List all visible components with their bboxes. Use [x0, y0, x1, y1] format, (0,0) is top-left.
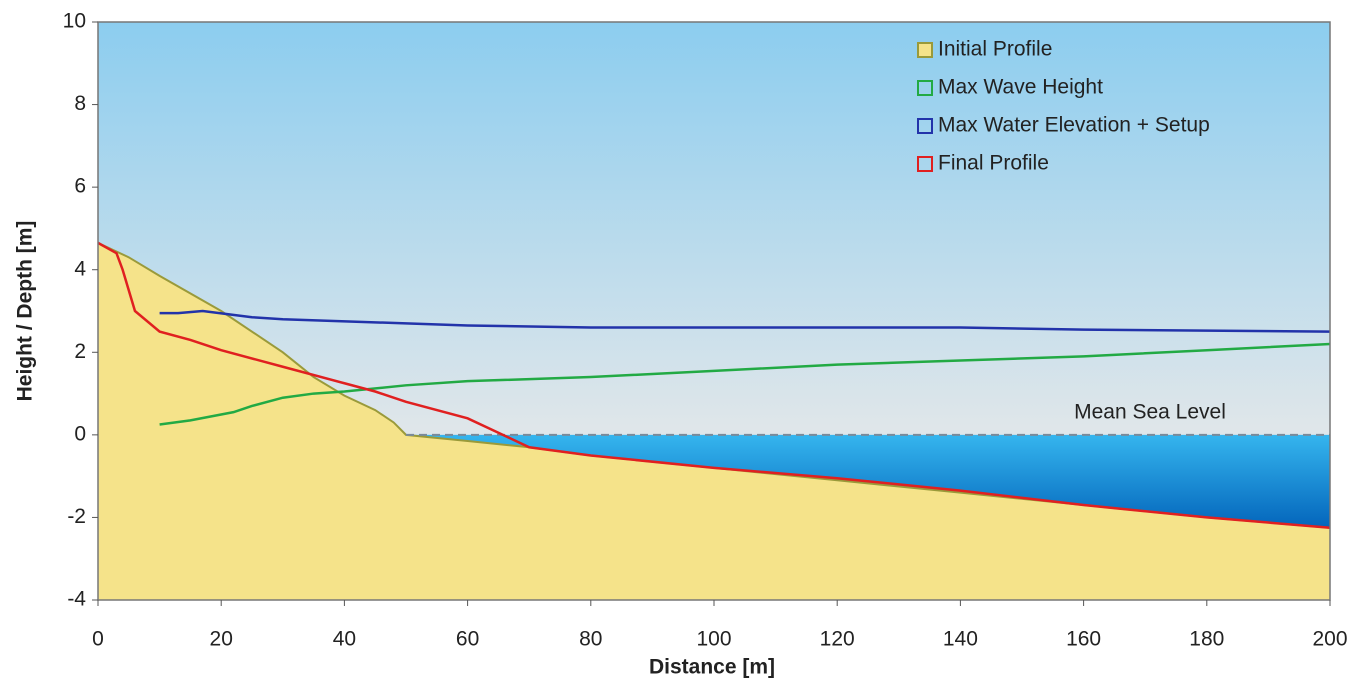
y-tick-label: -4: [67, 588, 86, 611]
legend-marker: [917, 118, 933, 134]
legend-label: Initial Profile: [938, 38, 1052, 61]
x-tick-label: 120: [820, 628, 855, 651]
legend-label: Final Profile: [938, 152, 1049, 175]
y-tick-label: 2: [74, 340, 86, 363]
legend-marker: [917, 156, 933, 172]
line: [159, 342, 1331, 426]
legend-marker: [917, 42, 933, 58]
y-tick-label: 6: [74, 175, 86, 198]
x-tick-label: 60: [456, 628, 479, 651]
y-tick-label: 4: [74, 257, 86, 280]
line: [97, 241, 1331, 529]
x-tick-label: 100: [696, 628, 731, 651]
x-tick-label: 160: [1066, 628, 1101, 651]
x-tick-label: 80: [579, 628, 602, 651]
line: [159, 309, 1331, 333]
legend-label: Max Water Elevation + Setup: [938, 114, 1210, 137]
legend-label: Max Wave Height: [938, 76, 1103, 99]
x-tick-label: 180: [1189, 628, 1224, 651]
y-tick-label: 0: [74, 422, 86, 445]
annotation: Mean Sea Level: [1074, 400, 1226, 423]
x-tick-label: 40: [333, 628, 356, 651]
y-tick-label: 8: [74, 92, 86, 115]
y-tick-label: -2: [67, 505, 86, 528]
x-tick-label: 140: [943, 628, 978, 651]
area: [98, 242, 1330, 600]
y-axis-label: Height / Depth [m]: [14, 221, 37, 402]
x-tick-label: 0: [92, 628, 104, 651]
x-tick-label: 20: [210, 628, 233, 651]
legend-marker: [917, 80, 933, 96]
y-tick-label: 10: [63, 10, 86, 33]
x-axis-label: Distance [m]: [649, 656, 775, 679]
x-tick-label: 200: [1312, 628, 1347, 651]
